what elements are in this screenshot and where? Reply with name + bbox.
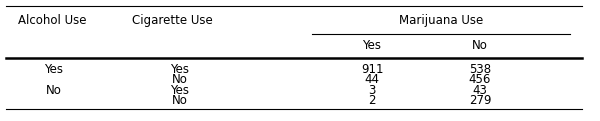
Text: Yes: Yes [170, 84, 190, 97]
Text: 456: 456 [469, 73, 491, 86]
Text: 911: 911 [361, 63, 383, 76]
Text: 43: 43 [473, 84, 487, 97]
Text: Yes: Yes [44, 63, 64, 76]
Text: Alcohol Use: Alcohol Use [18, 14, 86, 27]
Text: 538: 538 [469, 63, 491, 76]
Text: Yes: Yes [170, 63, 190, 76]
Text: No: No [472, 39, 488, 52]
Text: 44: 44 [365, 73, 380, 86]
Text: Cigarette Use: Cigarette Use [132, 14, 213, 27]
Text: Marijuana Use: Marijuana Use [399, 14, 483, 27]
Text: 3: 3 [368, 84, 376, 97]
Text: 279: 279 [469, 94, 491, 107]
Text: No: No [172, 94, 188, 107]
Text: No: No [46, 84, 62, 97]
Text: No: No [172, 73, 188, 86]
Text: 2: 2 [368, 94, 376, 107]
Text: Yes: Yes [362, 39, 382, 52]
